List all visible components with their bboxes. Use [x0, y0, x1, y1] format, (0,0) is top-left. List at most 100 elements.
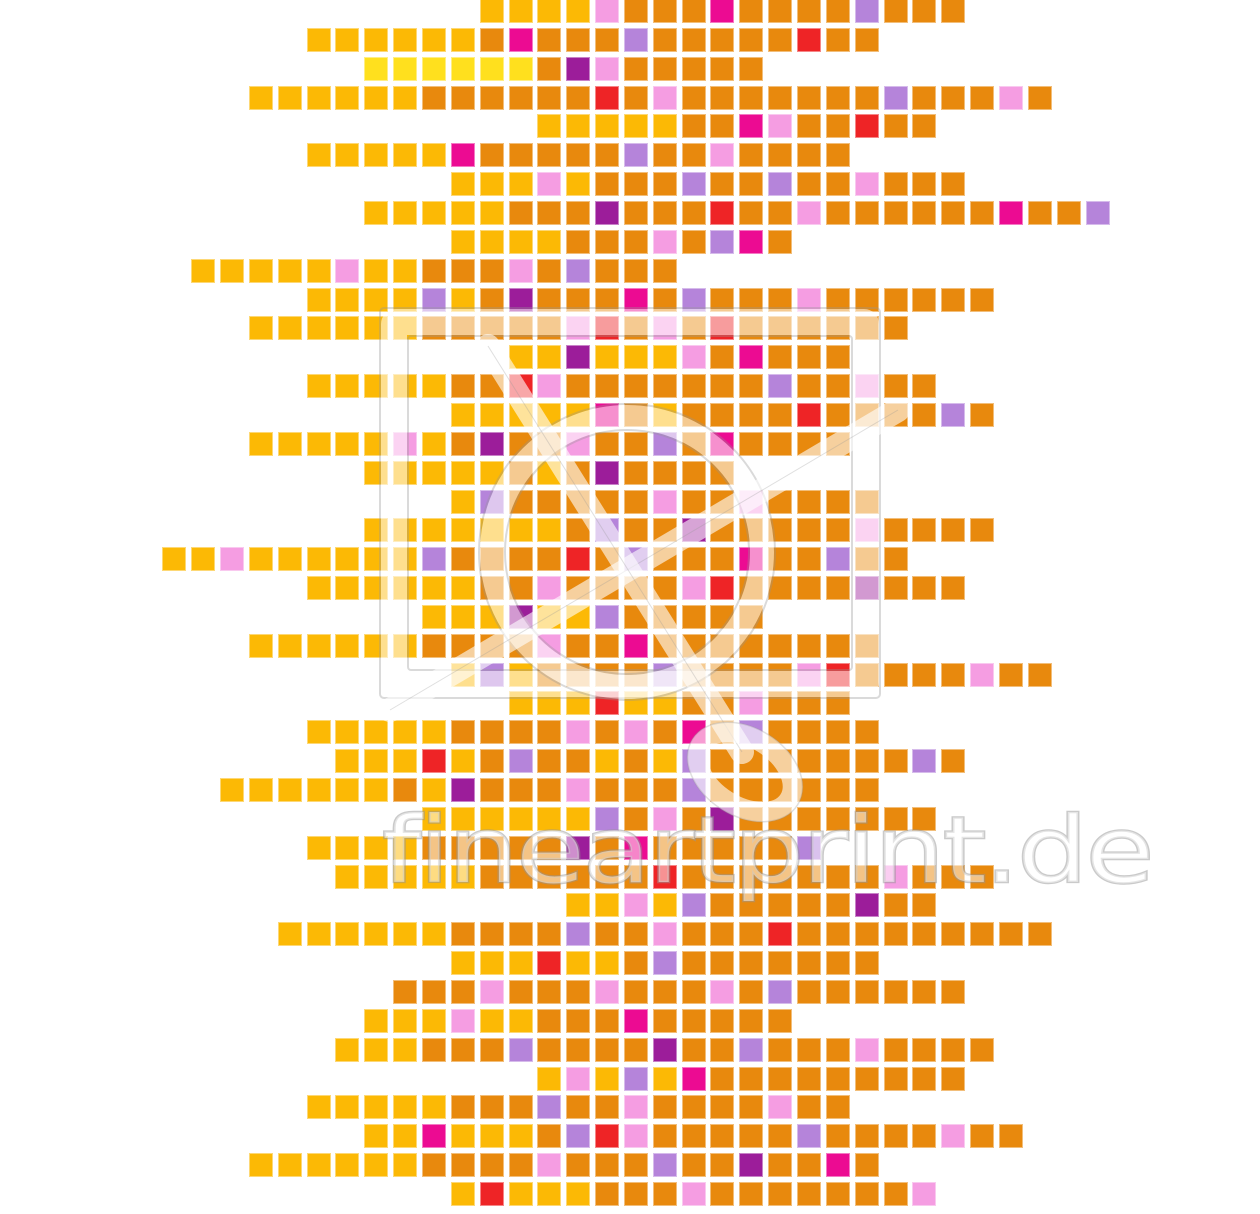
mosaic-cell [537, 633, 562, 658]
mosaic-cell [566, 806, 591, 831]
mosaic-cell [883, 172, 908, 197]
mosaic-cell [537, 56, 562, 81]
mosaic-cell [825, 114, 850, 139]
mosaic-cell [768, 143, 793, 168]
mosaic-cell [681, 431, 706, 456]
mosaic-cell [825, 1037, 850, 1062]
mosaic-cell [479, 1095, 504, 1120]
mosaic-cell [883, 662, 908, 687]
mosaic-cell [335, 287, 360, 312]
mosaic-cell [450, 778, 475, 802]
mosaic-cell [623, 1181, 648, 1206]
mosaic-cell [537, 85, 562, 110]
mosaic-cell [941, 1037, 966, 1062]
mosaic-cell [508, 1153, 533, 1177]
mosaic-cell [421, 85, 446, 110]
mosaic-cell [566, 604, 591, 629]
mosaic-cell [883, 114, 908, 139]
mosaic-cell [681, 1124, 706, 1149]
mosaic-cell [335, 1037, 360, 1062]
mosaic-cell [566, 576, 591, 600]
mosaic-cell [998, 922, 1023, 947]
mosaic-cell [566, 662, 591, 687]
mosaic-cell [883, 749, 908, 774]
mosaic-cell [566, 864, 591, 889]
mosaic-cell [883, 979, 908, 1004]
mosaic-cell [825, 316, 850, 341]
mosaic-cell [681, 576, 706, 600]
mosaic-cell [537, 431, 562, 456]
mosaic-cell [825, 1124, 850, 1149]
mosaic-cell [479, 662, 504, 687]
mosaic-cell [912, 1037, 937, 1062]
mosaic-cell [681, 1153, 706, 1177]
mosaic-cell [421, 979, 446, 1004]
mosaic-cell [393, 143, 418, 168]
mosaic-cell [566, 114, 591, 139]
mosaic-cell [854, 662, 879, 687]
mosaic-cell [479, 229, 504, 254]
mosaic-cell [537, 1153, 562, 1177]
mosaic-cell [450, 1037, 475, 1062]
mosaic-cell [710, 287, 735, 312]
mosaic-cell [450, 201, 475, 225]
mosaic-cell [883, 85, 908, 110]
mosaic-cell [421, 922, 446, 947]
mosaic-cell [393, 56, 418, 81]
mosaic-cell [623, 922, 648, 947]
mosaic-cell [883, 201, 908, 225]
mosaic-cell [508, 547, 533, 572]
mosaic-cell [739, 56, 764, 81]
mosaic-cell [854, 547, 879, 572]
mosaic-cell [364, 143, 389, 168]
mosaic-cell [508, 258, 533, 283]
mosaic-cell [739, 633, 764, 658]
mosaic-cell [912, 806, 937, 831]
mosaic-cell [854, 489, 879, 514]
mosaic-cell [508, 951, 533, 976]
mosaic-cell [595, 201, 619, 225]
mosaic-cell [537, 402, 562, 427]
mosaic-cell [739, 1124, 764, 1149]
mosaic-cell [306, 85, 331, 110]
mosaic-cell [364, 316, 389, 341]
mosaic-cell [710, 431, 735, 456]
mosaic-cell [623, 1095, 648, 1120]
mosaic-cell [335, 633, 360, 658]
mosaic-cell [450, 1124, 475, 1149]
mosaic-cell [652, 864, 677, 889]
mosaic-cell [941, 287, 966, 312]
mosaic-cell [970, 1124, 995, 1149]
mosaic-cell [479, 1124, 504, 1149]
mosaic-cell [566, 143, 591, 168]
mosaic-cell [393, 778, 418, 802]
mosaic-cell [941, 1066, 966, 1091]
mosaic-cell [537, 864, 562, 889]
mosaic-cell [797, 172, 821, 197]
mosaic-cell [681, 893, 706, 918]
mosaic-cell [537, 1066, 562, 1091]
mosaic-cell [797, 1181, 821, 1206]
mosaic-cell [739, 720, 764, 745]
mosaic-cell [393, 287, 418, 312]
mosaic-cell [912, 374, 937, 399]
mosaic-cell [537, 27, 562, 52]
mosaic-cell [739, 1066, 764, 1091]
mosaic-cell [479, 547, 504, 572]
mosaic-cell [421, 806, 446, 831]
mosaic-cell [421, 258, 446, 283]
mosaic-cell [595, 633, 619, 658]
mosaic-cell [797, 778, 821, 802]
mosaic-cell [623, 114, 648, 139]
mosaic-cell [595, 345, 619, 370]
mosaic-cell [595, 172, 619, 197]
mosaic-cell [595, 1008, 619, 1033]
mosaic-cell [854, 402, 879, 427]
mosaic-cell [883, 1181, 908, 1206]
mosaic-cell [566, 85, 591, 110]
mosaic-cell [450, 460, 475, 485]
mosaic-cell [364, 1153, 389, 1177]
mosaic-cell [681, 172, 706, 197]
mosaic-cell [623, 633, 648, 658]
